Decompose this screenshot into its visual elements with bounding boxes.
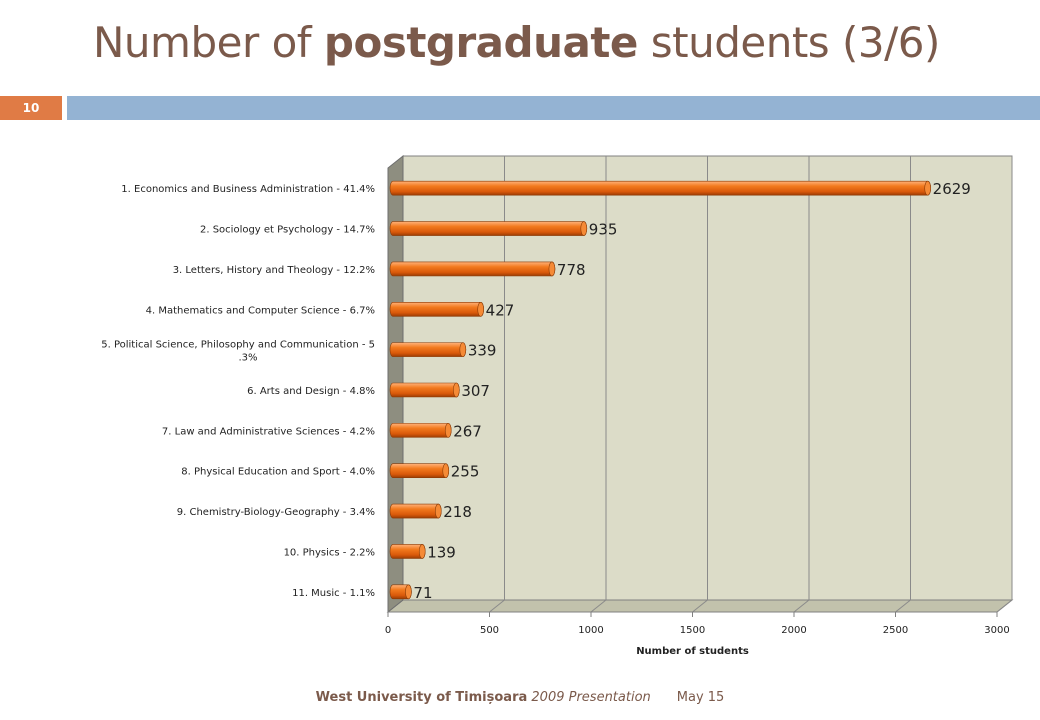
gridline-floor (692, 599, 708, 613)
gridline-floor (996, 599, 1013, 613)
bar (389, 503, 442, 519)
gridline-floor (489, 599, 505, 613)
bar (389, 301, 484, 317)
category-label: 1. Economics and Business Administration… (121, 184, 375, 195)
bar (389, 261, 556, 277)
category-label: 5. Political Science, Philosophy and Com… (101, 340, 375, 364)
bar-cap (405, 584, 412, 600)
bar (389, 342, 467, 357)
x-tick-label: 2000 (781, 625, 806, 636)
data-label: 267 (453, 422, 482, 440)
category-label: 9. Chemistry-Biology-Geography - 3.4% (177, 507, 375, 518)
category-label: 6. Arts and Design - 4.8% (247, 386, 375, 397)
bar-cap (442, 463, 450, 479)
bar (389, 382, 460, 398)
x-tick-label: 2500 (883, 625, 908, 636)
slide-number: 10 (22, 101, 40, 115)
page-title: Number of postgraduate students (3/6) (93, 18, 940, 67)
gridline-floor (590, 599, 607, 613)
bar (389, 221, 588, 236)
title-bold: postgraduate (323, 18, 638, 67)
title-part-1: Number of (93, 18, 324, 67)
bar-chart: 0 500 1000 1500 2000 2500 3000 Number of studen… (101, 154, 1014, 657)
data-label: 339 (468, 342, 497, 360)
data-label: 71 (413, 584, 432, 602)
x-tick-label: 1500 (680, 625, 705, 636)
data-label: 2629 (933, 180, 971, 198)
data-label: 778 (557, 261, 586, 279)
bar-cap (434, 503, 442, 519)
footer: West University of Timișoara 2009 Presen… (0, 690, 1040, 705)
bar-cap (924, 180, 931, 196)
category-label: 8. Physical Education and Sport - 4.0% (181, 467, 375, 478)
gridline-floor (793, 599, 810, 613)
data-label: 218 (443, 503, 472, 521)
bar-cap (459, 342, 467, 357)
x-tick-label: 0 (385, 625, 391, 636)
bar (389, 180, 931, 196)
data-label: 427 (486, 301, 515, 319)
bar-cap (453, 382, 460, 398)
footer-presentation: 2009 Presentation (527, 690, 651, 705)
slide-number-badge (0, 96, 62, 120)
footer-org: West University of Timișoara (315, 690, 528, 705)
category-label: 10. Physics - 2.2% (284, 547, 375, 558)
x-tick-label: 500 (480, 625, 499, 636)
bar-cap (444, 423, 452, 438)
x-tick-label: 1000 (578, 625, 603, 636)
footer-date: May 15 (676, 690, 725, 705)
category-label: 4. Mathematics and Computer Science - 6.… (146, 305, 375, 316)
x-tick-label: 3000 (984, 625, 1009, 636)
bar (389, 423, 452, 438)
gridline-floor (895, 599, 911, 613)
bar-cap (477, 301, 484, 317)
category-label: 3. Letters, History and Theology - 12.2% (173, 265, 375, 276)
header-band (67, 96, 1040, 120)
x-axis-title: Number of students (636, 646, 749, 657)
category-label: 11. Music - 1.1% (292, 588, 375, 599)
data-label: 307 (461, 382, 490, 400)
bar-cap (548, 261, 556, 277)
bar-cap (418, 544, 426, 559)
bar (389, 463, 450, 479)
bar-cap (580, 221, 588, 236)
data-label: 935 (589, 221, 618, 239)
title-part-2: students (3/6) (637, 18, 941, 67)
data-label: 255 (451, 463, 480, 481)
category-label: 2. Sociology et Psychology - 14.7% (200, 225, 375, 236)
data-label: 139 (427, 543, 456, 561)
category-label: 7. Law and Administrative Sciences - 4.2… (162, 426, 375, 437)
